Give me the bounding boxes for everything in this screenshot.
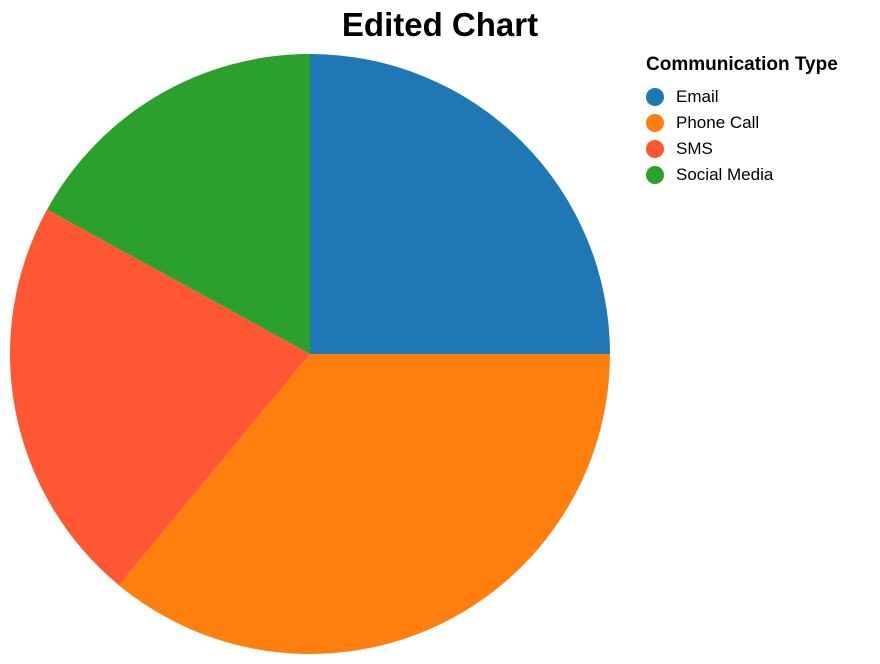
legend-swatch xyxy=(646,166,664,184)
legend-swatch xyxy=(646,114,664,132)
pie-slice-email xyxy=(310,54,610,354)
legend-label: Social Media xyxy=(676,165,774,184)
legend-swatch xyxy=(646,140,664,158)
pie-slices xyxy=(10,54,611,654)
legend-item-phone-call: Phone Call xyxy=(646,110,838,136)
legend-item-sms: SMS xyxy=(646,136,838,162)
legend-swatch xyxy=(646,88,664,106)
pie-slice-sms xyxy=(10,209,310,586)
chart-title: Edited Chart xyxy=(341,6,539,43)
pie-slice-phone-call xyxy=(118,354,611,654)
legend-item-email: Email xyxy=(646,84,838,110)
legend-label: Phone Call xyxy=(676,113,760,132)
legend: Communication Type Email Phone Call SMS Soc… xyxy=(646,54,838,188)
legend-label: Email xyxy=(676,87,719,106)
legend-title: Communication Type xyxy=(646,54,838,75)
legend-items: Email Phone Call SMS Social Media xyxy=(646,84,838,188)
legend-label: SMS xyxy=(676,139,713,158)
pie-slice-social-media xyxy=(47,54,311,354)
legend-item-social-media: Social Media xyxy=(646,162,838,188)
